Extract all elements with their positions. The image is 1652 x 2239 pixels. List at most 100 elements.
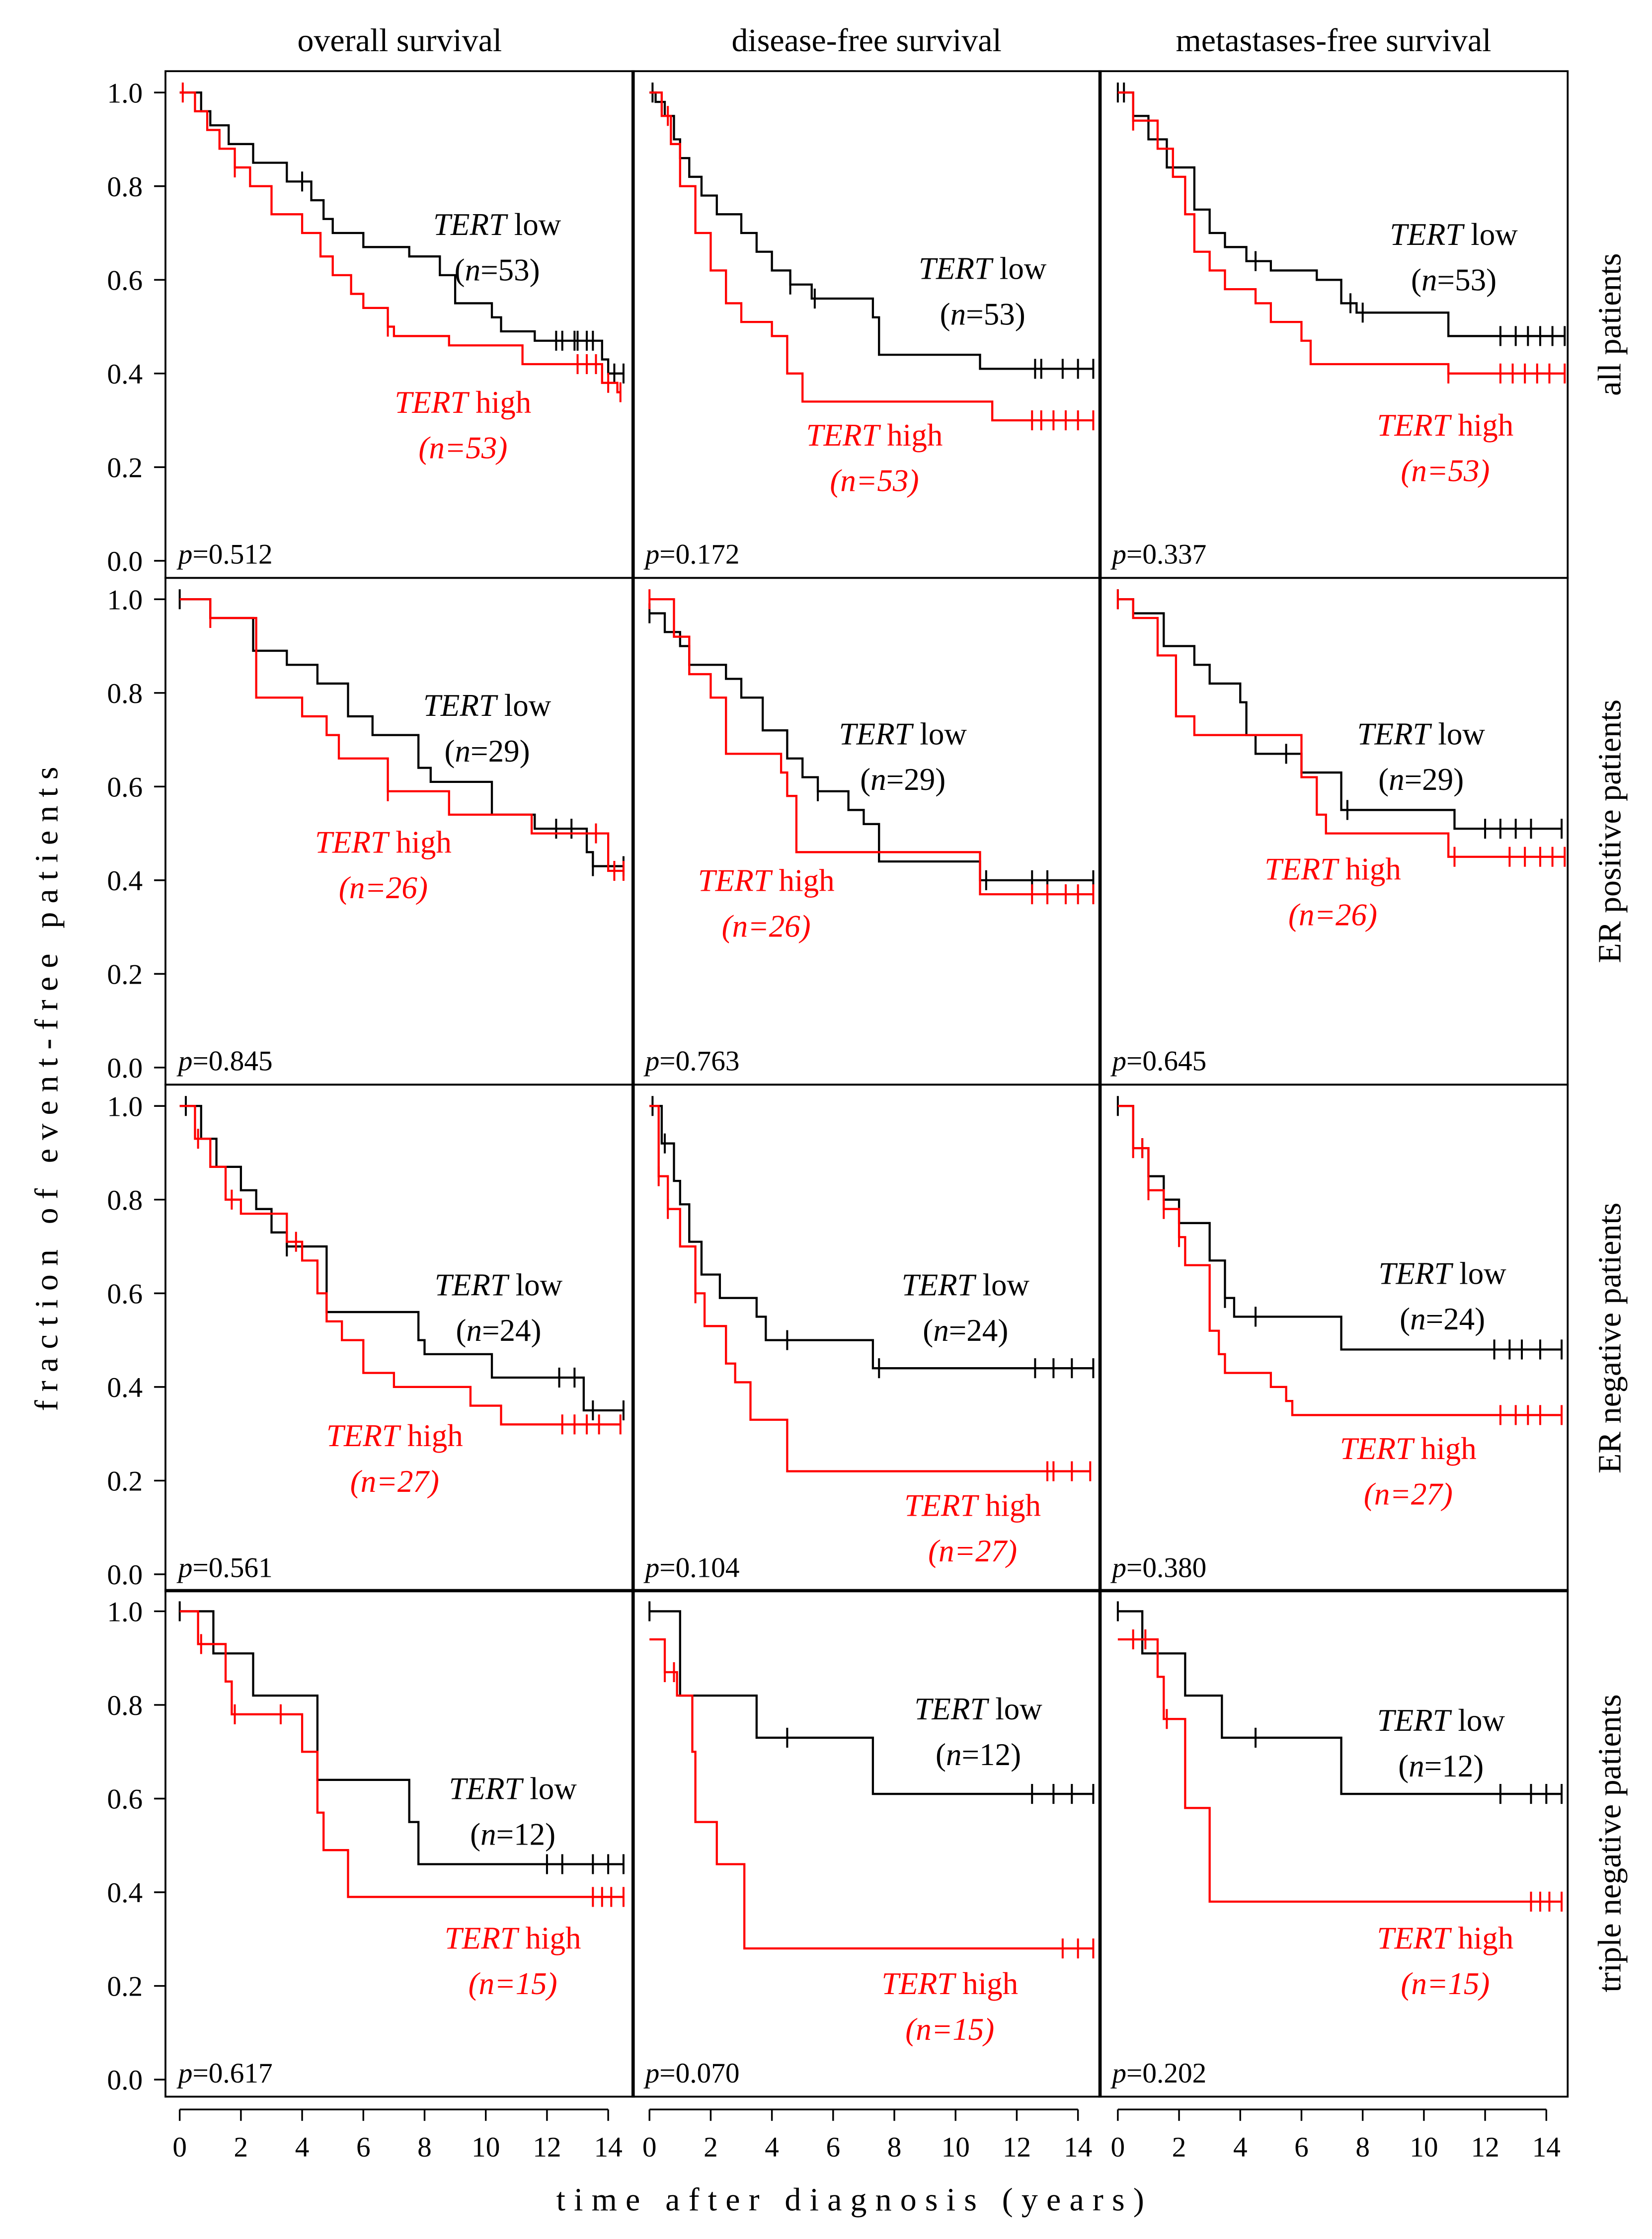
group-name: high bbox=[1450, 408, 1514, 443]
group-n-high: (n=26) bbox=[339, 870, 428, 905]
group-label-high: TERT high bbox=[394, 385, 531, 420]
km-curve-low bbox=[1117, 598, 1562, 830]
group-name: high bbox=[518, 1921, 581, 1955]
group-n-high: (n=26) bbox=[1288, 897, 1377, 932]
gene-name: TERT bbox=[433, 207, 508, 242]
x-tick-label: 8 bbox=[417, 2132, 432, 2163]
group-name: low bbox=[1463, 217, 1518, 252]
panel-r3-c1: TERT low(n=12)TERT high(n=15)p=0.070 bbox=[631, 1589, 1102, 2098]
group-name: low bbox=[912, 717, 967, 752]
p-symbol: p bbox=[176, 1046, 193, 1077]
n-symbol: n bbox=[455, 734, 471, 769]
group-name: low bbox=[496, 688, 551, 723]
x-tick-label: 14 bbox=[594, 2132, 622, 2163]
group-label-high: TERT high bbox=[326, 1418, 463, 1453]
paren: ( bbox=[455, 252, 465, 287]
panel-r3-c0: TERT low(n=12)TERT high(n=15)p=0.617 bbox=[164, 1589, 635, 2098]
n-value: =29) bbox=[471, 734, 530, 769]
y-tick-label: 1.0 bbox=[107, 584, 143, 616]
p-number: =0.561 bbox=[192, 1552, 272, 1584]
gene-name: TERT bbox=[1390, 217, 1465, 252]
n-value: =12) bbox=[1424, 1749, 1484, 1783]
panel-r3-c2: TERT low(n=12)TERT high(n=15)p=0.202 bbox=[1098, 1589, 1569, 2098]
x-tick-label: 12 bbox=[1471, 2132, 1499, 2163]
n-symbol: n bbox=[1299, 897, 1315, 932]
y-tick-label: 0.0 bbox=[107, 1053, 143, 1084]
x-tick-label: 10 bbox=[942, 2132, 970, 2163]
y-tick-label: 0.6 bbox=[107, 772, 143, 803]
n-symbol: n bbox=[732, 909, 748, 943]
p-symbol: p bbox=[1110, 539, 1126, 570]
group-n-high: (n=15) bbox=[469, 1966, 557, 2001]
x-tick-label: 6 bbox=[826, 2132, 840, 2163]
y-tick-label: 0.2 bbox=[107, 1466, 143, 1497]
km-curve-low bbox=[1117, 1610, 1562, 1795]
group-label-high: TERT high bbox=[1377, 408, 1513, 443]
n-value: =15) bbox=[932, 2012, 995, 2047]
paren: ( bbox=[339, 870, 351, 905]
panel-frame bbox=[631, 1589, 1102, 2098]
group-label-high: TERT high bbox=[881, 1966, 1018, 2001]
gene-name: TERT bbox=[315, 825, 390, 859]
group-label-low: TERT low bbox=[919, 251, 1047, 286]
p-symbol: p bbox=[1110, 1046, 1126, 1077]
paren: ( bbox=[860, 762, 870, 797]
paren: ( bbox=[1400, 1302, 1410, 1336]
group-n-low: (n=12) bbox=[470, 1817, 555, 1852]
p-value: p=0.617 bbox=[176, 2058, 273, 2089]
group-n-high: (n=15) bbox=[1401, 1966, 1490, 2001]
gene-name: TERT bbox=[881, 1966, 956, 2001]
gene-name: TERT bbox=[1357, 717, 1432, 752]
p-number: =0.617 bbox=[192, 2058, 272, 2089]
x-tick-label: 8 bbox=[1355, 2132, 1370, 2163]
group-name: low bbox=[992, 251, 1047, 286]
n-symbol: n bbox=[480, 1817, 496, 1852]
row-label-1: ER positive patients bbox=[1591, 699, 1628, 963]
x-tick-label: 6 bbox=[356, 2132, 371, 2163]
p-symbol: p bbox=[176, 2058, 193, 2089]
group-n-low: (n=53) bbox=[455, 252, 540, 287]
n-value: =15) bbox=[1427, 1966, 1490, 2001]
group-label-high: TERT high bbox=[445, 1921, 581, 1955]
gene-name: TERT bbox=[1340, 1431, 1415, 1466]
x-tick-label: 14 bbox=[1064, 2132, 1092, 2163]
p-number: =0.104 bbox=[659, 1552, 739, 1584]
paren: ( bbox=[445, 734, 455, 769]
km-curve-low bbox=[649, 612, 1094, 882]
group-name: low bbox=[1450, 1703, 1505, 1738]
group-n-low: (n=12) bbox=[1398, 1749, 1484, 1783]
y-tick-label: 0.0 bbox=[107, 2065, 143, 2096]
y-tick-label: 1.0 bbox=[107, 1596, 143, 1627]
km-curve-low bbox=[179, 91, 624, 375]
p-value: p=0.380 bbox=[1110, 1552, 1206, 1584]
paren: ( bbox=[936, 1737, 946, 1772]
y-tick-label: 0.4 bbox=[107, 865, 143, 897]
x-axis-label: time after diagnosis (years) bbox=[556, 2182, 1153, 2218]
n-value: =53) bbox=[1427, 453, 1490, 488]
group-name: low bbox=[975, 1267, 1030, 1302]
group-n-low: (n=12) bbox=[936, 1737, 1021, 1772]
paren: ( bbox=[1411, 263, 1421, 298]
n-value: =26) bbox=[365, 870, 428, 905]
group-n-high: (n=53) bbox=[1401, 453, 1490, 488]
row-label-2: ER negative patients bbox=[1591, 1203, 1628, 1473]
x-tick-label: 0 bbox=[642, 2132, 657, 2163]
p-value: p=0.070 bbox=[643, 2058, 740, 2089]
gene-name: TERT bbox=[919, 251, 994, 286]
n-symbol: n bbox=[429, 431, 445, 465]
n-symbol: n bbox=[349, 870, 365, 905]
x-tick-label: 10 bbox=[472, 2132, 500, 2163]
p-number: =0.380 bbox=[1126, 1552, 1206, 1584]
group-label-low: TERT low bbox=[839, 717, 967, 752]
n-value: =27) bbox=[1390, 1477, 1453, 1512]
group-label-high: TERT high bbox=[1264, 852, 1401, 887]
p-symbol: p bbox=[1110, 1552, 1126, 1584]
km-curve-high bbox=[179, 1105, 621, 1426]
p-number: =0.337 bbox=[1126, 539, 1206, 570]
group-name: high bbox=[1413, 1431, 1477, 1466]
n-value: =24) bbox=[1426, 1302, 1486, 1336]
y-tick-label: 0.0 bbox=[107, 1559, 143, 1591]
group-label-high: TERT high bbox=[698, 863, 835, 898]
paren: ( bbox=[350, 1464, 363, 1499]
n-value: =24) bbox=[482, 1313, 542, 1348]
